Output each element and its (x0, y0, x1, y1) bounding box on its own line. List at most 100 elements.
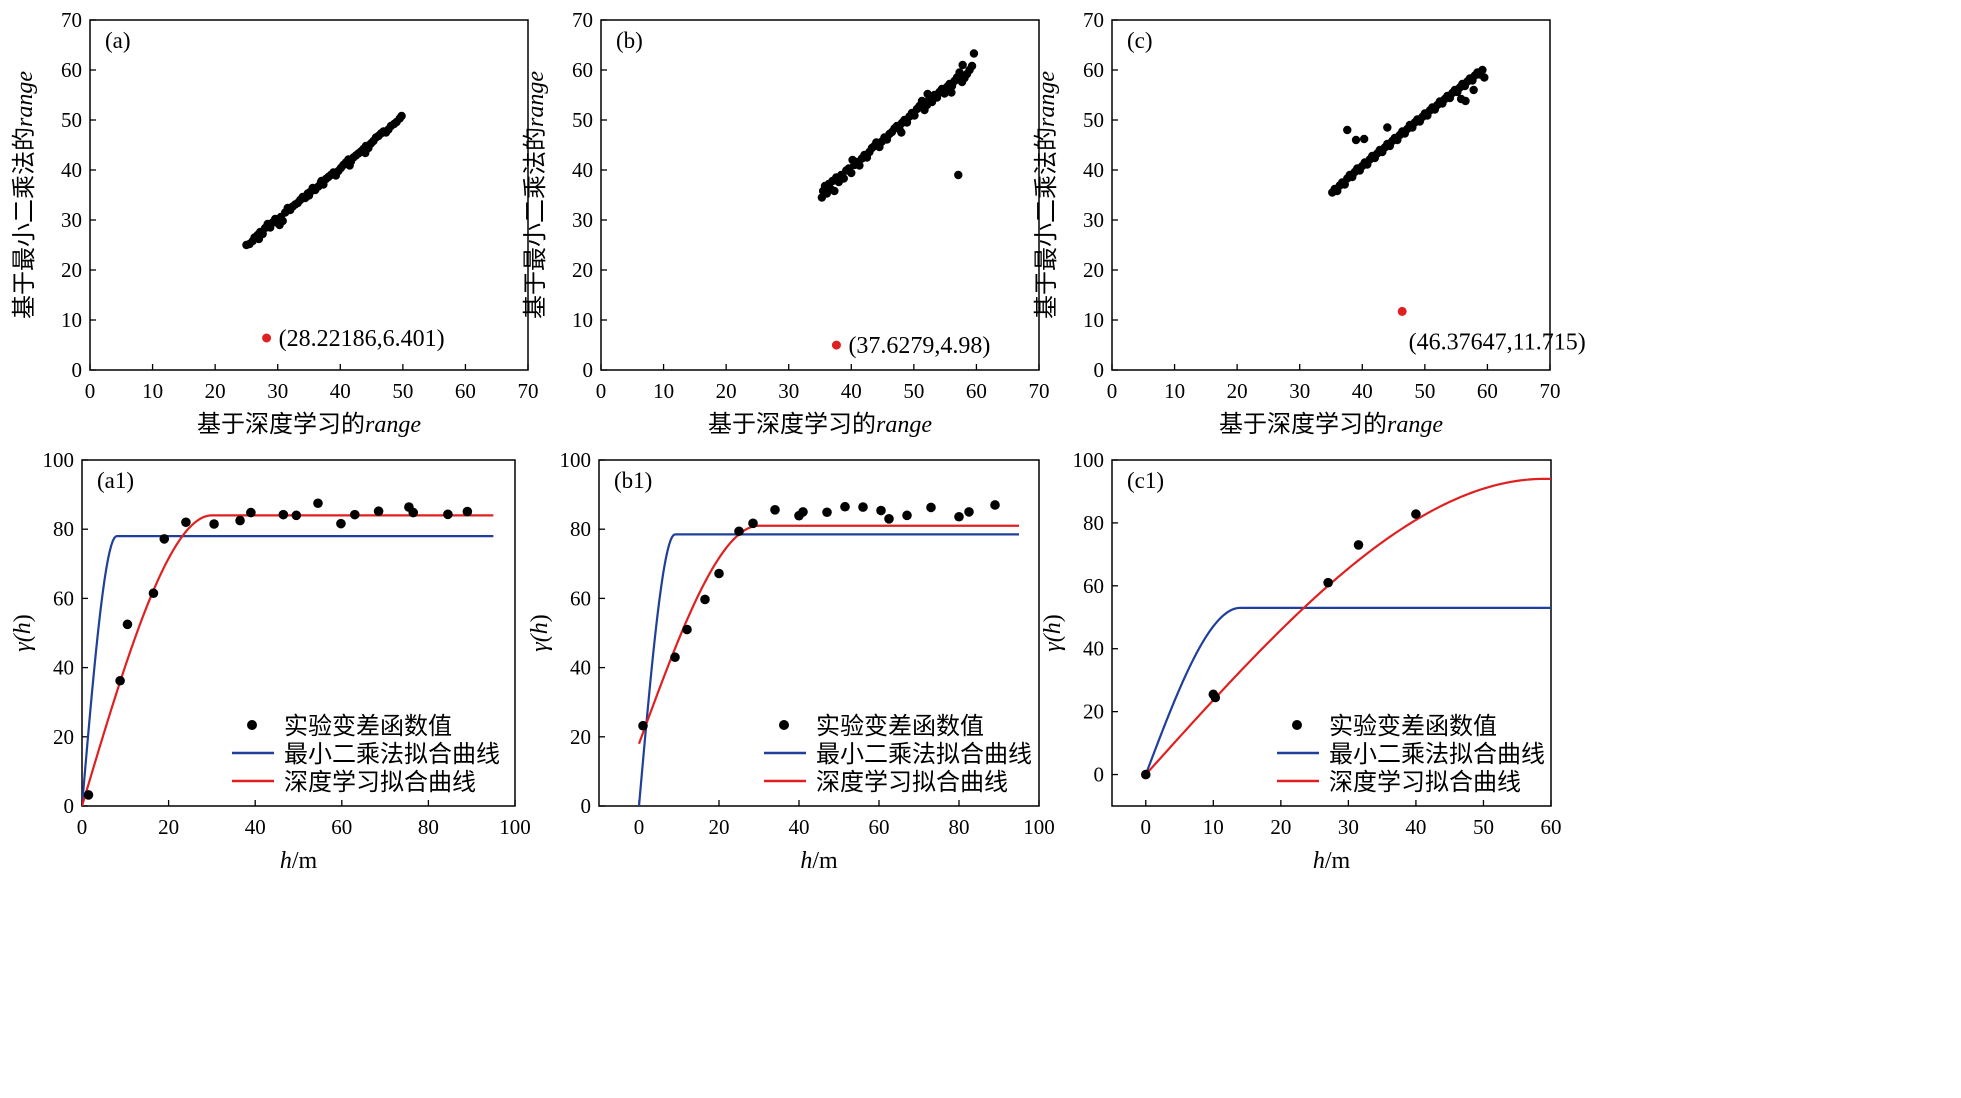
experimental-point (1323, 577, 1333, 588)
least-squares-curve (82, 535, 494, 806)
data-point (940, 89, 949, 98)
x-tick-label: 70 (1029, 379, 1050, 403)
experimental-point (1210, 692, 1221, 703)
x-tick-label: 10 (653, 379, 674, 403)
panel-label: (b1) (614, 468, 652, 493)
panel-c1: 0 10 20 30 40 50 60 0 20 40 60 80 100 (c1) h/m γ(h) 实验变差… (1040, 448, 1562, 874)
panel-label: (a) (105, 28, 131, 53)
legend-label-experimental: 实验变差函数值 (816, 712, 984, 740)
y-tick-label: 60 (61, 58, 82, 82)
data-point (361, 148, 370, 158)
y-tick-label: 10 (61, 308, 82, 332)
x-tick-label: 100 (1023, 815, 1055, 839)
plot-frame (1111, 459, 1552, 807)
x-tick-label: 70 (1540, 379, 1561, 403)
x-tick-label: 10 (1164, 379, 1185, 403)
experimental-point (682, 624, 692, 635)
x-tick-label: 50 (392, 379, 413, 403)
data-point (830, 186, 839, 196)
y-tick-label: 60 (53, 586, 74, 610)
y-tick-label: 80 (570, 517, 591, 541)
y-tick-label: 40 (570, 656, 591, 680)
experimental-point (115, 675, 125, 686)
x-tick-label: 60 (869, 815, 890, 839)
x-tick-label: 0 (596, 379, 607, 403)
y-tick-label: 100 (560, 448, 592, 472)
y-axis-label: 基于最小二乘法的range (10, 71, 38, 319)
experimental-point (840, 501, 850, 512)
y-tick-label: 40 (1083, 158, 1104, 182)
experimental-point (670, 652, 680, 663)
y-tick-label: 20 (53, 725, 74, 749)
x-axis-label: h/m (800, 848, 838, 874)
data-point (1351, 135, 1361, 145)
x-axis-label: h/m (1313, 848, 1351, 874)
x-tick-label: 60 (331, 815, 352, 839)
y-tick-label: 70 (572, 8, 593, 32)
data-point (897, 128, 906, 137)
x-tick-label: 80 (418, 815, 439, 839)
data-point (397, 111, 406, 121)
plot-frame (598, 459, 1040, 807)
outlier-point (1397, 306, 1407, 316)
y-axis-label: γ(h) (10, 614, 36, 651)
panel-label: (a1) (97, 468, 134, 493)
experimental-point (748, 518, 758, 529)
experimental-point (278, 509, 289, 520)
panel-c: 0 10 20 30 40 50 60 70 0 10 20 30 40 50 60 70 (c) 基于深度学习的… (1032, 8, 1586, 438)
x-tick-label: 60 (455, 379, 476, 403)
panel-a1: 0 20 40 60 80 100 0 20 40 60 80 100 (a1) h/m γ(h) 实验变差函… (10, 448, 531, 874)
x-tick-label: 10 (142, 379, 163, 403)
data-point (847, 168, 856, 178)
data-point (304, 191, 314, 200)
plot-frame (81, 459, 516, 807)
experimental-point (926, 502, 936, 513)
experimental-point (734, 526, 744, 537)
y-tick-label: 80 (53, 517, 74, 541)
y-tick-label: 60 (572, 58, 593, 82)
data-point (254, 234, 264, 244)
experimental-point (313, 498, 323, 509)
data-point (1343, 125, 1352, 135)
x-tick-label: 50 (1414, 379, 1435, 403)
experimental-point (209, 519, 219, 529)
experimental-point (954, 511, 964, 522)
experimental-point (798, 507, 808, 517)
data-point (947, 88, 956, 97)
data-point (969, 49, 979, 58)
x-axis-label: h/m (280, 848, 318, 874)
data-point (910, 111, 919, 120)
data-point (955, 68, 964, 77)
least-squares-curve (1144, 606, 1551, 775)
legend-label-least-squares: 最小二乘法拟合曲线 (1329, 740, 1545, 768)
experimental-point (902, 510, 912, 521)
x-tick-label: 40 (245, 815, 266, 839)
experimental-point (770, 505, 780, 515)
y-tick-label: 0 (583, 358, 594, 382)
y-tick-label: 20 (1083, 258, 1104, 282)
y-tick-label: 50 (61, 108, 82, 132)
x-tick-label: 50 (903, 379, 924, 403)
data-point (1383, 123, 1392, 132)
experimental-point (858, 502, 868, 512)
experimental-point (884, 514, 894, 524)
experimental-point (990, 500, 1000, 510)
outlier-label: (37.6279,4.98) (848, 333, 990, 359)
x-tick-label: 100 (499, 815, 531, 839)
y-tick-label: 60 (1083, 58, 1104, 82)
data-point (839, 174, 848, 183)
y-tick-label: 60 (570, 586, 591, 610)
experimental-point (83, 790, 94, 800)
y-tick-label: 30 (61, 208, 82, 232)
legend-label-experimental: 实验变差函数值 (284, 712, 452, 740)
x-tick-label: 0 (1141, 815, 1152, 839)
data-point (1478, 65, 1487, 75)
x-tick-label: 60 (966, 379, 987, 403)
x-tick-label: 10 (1203, 815, 1224, 839)
y-tick-label: 0 (1094, 358, 1105, 382)
data-point (1359, 134, 1369, 144)
experimental-point (246, 507, 256, 518)
y-tick-label: 20 (572, 258, 593, 282)
least-squares-curve (637, 533, 1019, 806)
x-tick-label: 20 (205, 379, 226, 403)
